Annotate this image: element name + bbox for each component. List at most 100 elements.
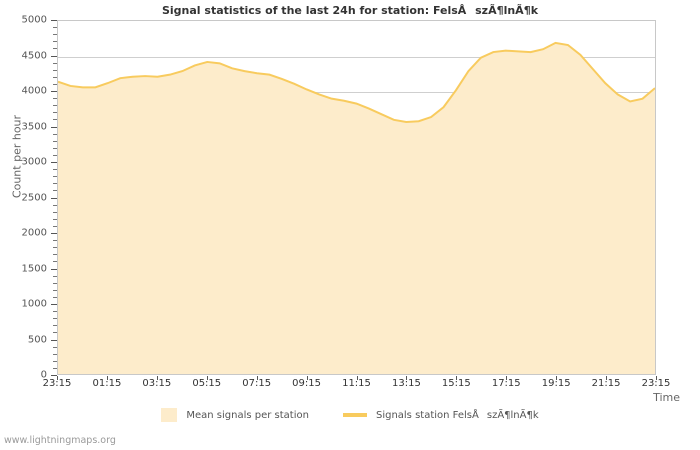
y-tick-minor-mark — [53, 169, 57, 170]
y-tick-minor-mark — [53, 212, 57, 213]
x-axis-title: Time — [653, 391, 680, 404]
y-tick-label: 5000 — [21, 14, 47, 26]
series-mean-signals — [58, 41, 655, 374]
x-tick-label: 19:15 — [541, 378, 571, 389]
legend-swatch-box-icon — [161, 408, 178, 422]
y-tick-minor-mark — [53, 368, 57, 369]
y-tick-minor-mark — [53, 119, 57, 120]
y-tick-label: 1000 — [21, 298, 47, 310]
y-tick-minor-mark — [53, 254, 57, 255]
y-tick-minor-mark — [53, 361, 57, 362]
y-tick-minor-mark — [53, 318, 57, 319]
legend-label: Signals station FelsÅszÃ¶lnÃ¶k — [375, 409, 539, 421]
x-tick-mark — [257, 376, 258, 380]
y-tick-minor-mark — [53, 276, 57, 277]
y-tick-label: 500 — [27, 334, 47, 345]
x-axis-labels: 23:15 01:15 03:15 05:15 07:15 09:15 11:15 13:15… — [0, 378, 700, 394]
x-tick-mark — [406, 376, 407, 380]
y-tick-minor-mark — [53, 48, 57, 49]
x-tick-mark — [157, 376, 158, 380]
x-tick-mark — [307, 376, 308, 380]
legend-swatch-line-icon — [342, 413, 367, 417]
y-tick-mark — [51, 198, 57, 199]
y-tick-minor-mark — [53, 261, 57, 262]
legend-item[interactable]: Signals station FelsÅszÃ¶lnÃ¶k — [342, 409, 539, 422]
y-tick-minor-mark — [53, 226, 57, 227]
y-tick-minor-mark — [53, 27, 57, 28]
y-tick-minor-mark — [53, 63, 57, 64]
chart-legend: Mean signals per station Signals station … — [0, 408, 700, 422]
y-tick-minor-mark — [53, 155, 57, 156]
y-tick-minor-mark — [53, 134, 57, 135]
y-tick-mark — [51, 340, 57, 341]
y-tick-minor-mark — [53, 77, 57, 78]
x-tick-mark — [506, 376, 507, 380]
y-tick-label: 4500 — [21, 50, 47, 61]
x-tick-label: 13:15 — [391, 378, 421, 389]
x-tick-mark — [456, 376, 457, 380]
y-tick-minor-mark — [53, 84, 57, 85]
y-tick-label: 2500 — [21, 192, 47, 203]
y-tick-minor-mark — [53, 205, 57, 206]
y-tick-mark — [51, 304, 57, 305]
x-tick-label: 17:15 — [491, 378, 521, 389]
y-tick-minor-mark — [53, 347, 57, 348]
x-tick-label: 23:15 — [641, 378, 671, 389]
x-tick-mark — [606, 376, 607, 380]
y-tick-minor-mark — [53, 183, 57, 184]
y-tick-minor-mark — [53, 325, 57, 326]
y-tick-minor-mark — [53, 297, 57, 298]
y-axis: Count per hour 0 500 1000 1500 2000 2500 3000 3… — [0, 0, 57, 395]
y-tick-label: 4000 — [21, 85, 47, 97]
y-tick-minor-mark — [53, 190, 57, 191]
y-tick-minor-mark — [53, 41, 57, 42]
y-tick-minor-mark — [53, 176, 57, 177]
y-tick-mark — [51, 127, 57, 128]
x-tick-label: 15:15 — [441, 378, 471, 389]
x-tick-mark — [107, 376, 108, 380]
series-line — [58, 41, 655, 123]
legend-item[interactable]: Mean signals per station — [161, 408, 309, 422]
x-tick-mark — [656, 376, 657, 380]
y-tick-minor-mark — [53, 354, 57, 355]
y-tick-minor-mark — [53, 141, 57, 142]
watermark-link[interactable]: www.lightningmaps.org — [4, 435, 116, 446]
y-tick-label: 0 — [40, 369, 47, 381]
y-tick-minor-mark — [53, 98, 57, 99]
x-tick-mark — [556, 376, 557, 380]
x-tick-label: 03:15 — [142, 378, 172, 389]
y-tick-mark — [51, 91, 57, 92]
y-tick-minor-mark — [53, 332, 57, 333]
y-tick-minor-mark — [53, 112, 57, 113]
x-tick-mark — [357, 376, 358, 380]
legend-label: Mean signals per station — [186, 409, 309, 421]
y-tick-minor-mark — [53, 148, 57, 149]
y-tick-minor-mark — [53, 283, 57, 284]
y-tick-mark — [51, 162, 57, 163]
x-tick-label: 01:15 — [92, 378, 122, 389]
y-tick-label: 3500 — [21, 121, 47, 132]
x-tick-mark — [57, 376, 58, 380]
y-tick-minor-mark — [53, 247, 57, 248]
y-tick-mark — [51, 20, 57, 21]
y-tick-minor-mark — [53, 34, 57, 35]
y-tick-mark — [51, 375, 57, 376]
y-tick-minor-mark — [53, 290, 57, 291]
x-tick-label: 07:15 — [242, 378, 272, 389]
x-tick-label: 11:15 — [342, 378, 371, 389]
x-tick-label: 09:15 — [292, 378, 321, 389]
grid-line — [58, 57, 655, 58]
grid-line — [58, 92, 655, 93]
y-tick-mark — [51, 56, 57, 57]
y-tick-label: 3000 — [21, 156, 47, 168]
y-tick-label: 1500 — [21, 263, 47, 274]
y-tick-mark — [51, 233, 57, 234]
plot-area — [57, 20, 656, 375]
y-tick-minor-mark — [53, 105, 57, 106]
x-tick-mark — [207, 376, 208, 380]
area-fill — [58, 42, 655, 374]
y-tick-label: 2000 — [21, 227, 47, 239]
y-tick-mark — [51, 269, 57, 270]
y-tick-minor-mark — [53, 70, 57, 71]
